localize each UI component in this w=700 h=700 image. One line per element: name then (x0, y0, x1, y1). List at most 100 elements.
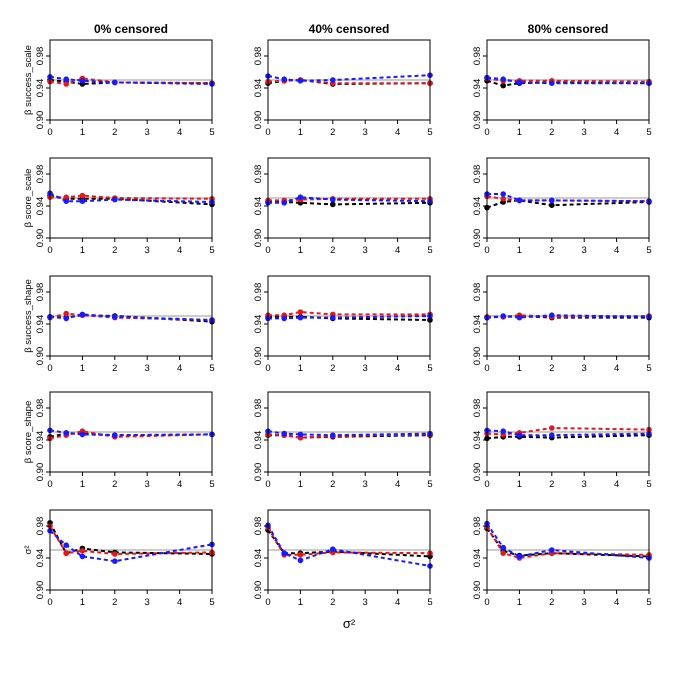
data-point-blue (330, 432, 336, 439)
row-label: β success_scale (23, 45, 34, 115)
panel-3-0: 0 1 2 3 4 5 0.90 0.94 0.98β score_shape (23, 391, 215, 490)
x-tick-label: 1 (517, 479, 522, 490)
y-tick-label: 0.98 (35, 283, 46, 302)
x-tick-label: 0 (47, 479, 52, 490)
data-point-blue (63, 542, 69, 548)
y-tick-label: 0.98 (253, 47, 264, 66)
data-point-blue (112, 79, 118, 86)
data-point-black (549, 202, 555, 208)
data-point-blue (281, 200, 288, 206)
series-line-blue (268, 315, 431, 320)
x-tick-label: 4 (177, 597, 182, 608)
series-line-black (486, 434, 650, 440)
column-title: 80% censored (528, 22, 609, 36)
panel-3-2: 0 1 2 3 4 5 0.90 0.94 0.98 (472, 391, 652, 490)
x-tick-label: 3 (145, 597, 150, 608)
data-point-blue (330, 546, 336, 552)
panel-0-2: 0 1 2 3 4 5 0.90 0.94 0.98 (472, 39, 652, 138)
data-point-blue (79, 78, 86, 84)
data-point-blue (500, 76, 507, 82)
plot-frame (267, 275, 431, 357)
x-tick-label: 4 (395, 479, 400, 490)
data-point-blue (79, 431, 86, 438)
panel-2-2: 0 1 2 3 4 5 0.90 0.94 0.98 (472, 275, 652, 374)
series-line-black (268, 201, 431, 206)
panel-1-2: 0 1 2 3 4 5 0.90 0.94 0.98 (472, 157, 652, 256)
x-tick-label: 5 (209, 127, 214, 138)
x-tick-label: 4 (177, 363, 182, 374)
data-point-blue (281, 550, 288, 556)
panel-3-1: 0 1 2 3 4 5 0.90 0.94 0.98 (253, 391, 433, 490)
x-tick-label: 0 (265, 127, 270, 138)
x-tick-label: 4 (614, 597, 619, 608)
row-label: σ² (23, 545, 34, 554)
x-tick-label: 5 (427, 363, 432, 374)
x-tick-label: 1 (298, 479, 303, 490)
x-tick-label: 0 (484, 597, 489, 608)
y-tick-label: 0.94 (35, 315, 46, 334)
data-point-blue (549, 432, 555, 439)
y-tick-label: 0.98 (472, 283, 483, 302)
y-tick-label: 0.94 (472, 79, 483, 98)
data-point-red (549, 425, 555, 431)
data-point-blue (297, 194, 304, 200)
x-tick-label: 3 (145, 363, 150, 374)
plot-frame (267, 509, 431, 591)
x-tick-label: 3 (582, 597, 587, 608)
y-tick-label: 0.90 (35, 463, 46, 482)
plot-frame (486, 275, 650, 357)
data-point-blue (549, 80, 555, 86)
y-tick-label: 0.98 (253, 283, 264, 302)
data-point-black (330, 201, 336, 208)
x-tick-label: 2 (549, 597, 554, 608)
data-point-red (297, 309, 304, 315)
x-tick-label: 0 (484, 363, 489, 374)
data-point-blue (549, 547, 555, 553)
row-label: β score_scale (23, 169, 34, 228)
data-point-blue (500, 191, 507, 197)
y-tick-label: 0.90 (253, 111, 264, 130)
column-title: 0% censored (94, 22, 168, 36)
x-tick-label: 1 (298, 245, 303, 256)
y-tick-label: 0.90 (472, 111, 483, 130)
x-tick-label: 4 (395, 363, 400, 374)
y-tick-label: 0.94 (472, 431, 483, 450)
series-line-blue (486, 76, 649, 85)
y-tick-label: 0.98 (35, 47, 46, 66)
data-point-blue (112, 558, 118, 564)
plot-frame (49, 391, 213, 473)
series-line-black (486, 199, 650, 209)
data-point-blue (79, 198, 86, 204)
x-tick-label: 2 (112, 597, 117, 608)
y-tick-label: 0.94 (472, 197, 483, 216)
data-point-blue (330, 314, 336, 321)
x-tick-label: 4 (614, 363, 619, 374)
y-tick-label: 0.90 (35, 111, 46, 130)
x-tick-label: 3 (145, 479, 150, 490)
y-tick-label: 0.90 (253, 463, 264, 482)
x-tick-label: 2 (549, 363, 554, 374)
x-tick-label: 4 (177, 245, 182, 256)
data-point-red (79, 548, 86, 554)
x-tick-label: 1 (298, 597, 303, 608)
data-point-blue (516, 432, 523, 439)
x-tick-label: 4 (614, 245, 619, 256)
x-tick-label: 2 (549, 245, 554, 256)
data-point-blue (112, 314, 118, 320)
x-tick-label: 1 (517, 597, 522, 608)
series-line-red (486, 195, 650, 203)
plot-frame (49, 509, 213, 591)
data-point-blue (281, 76, 288, 82)
data-point-blue (500, 428, 507, 435)
plot-frame (486, 509, 650, 591)
y-tick-label: 0.98 (253, 517, 264, 536)
y-tick-label: 0.90 (35, 229, 46, 248)
x-tick-label: 1 (298, 363, 303, 374)
x-tick-label: 0 (265, 479, 270, 490)
series-line-blue (487, 193, 650, 203)
panel-1-0: 0 1 2 3 4 5 0.90 0.94 0.98β score_scale (23, 157, 215, 256)
x-tick-label: 0 (265, 245, 270, 256)
x-tick-label: 5 (209, 479, 214, 490)
series-line-blue (49, 530, 213, 563)
data-point-blue (297, 557, 304, 564)
